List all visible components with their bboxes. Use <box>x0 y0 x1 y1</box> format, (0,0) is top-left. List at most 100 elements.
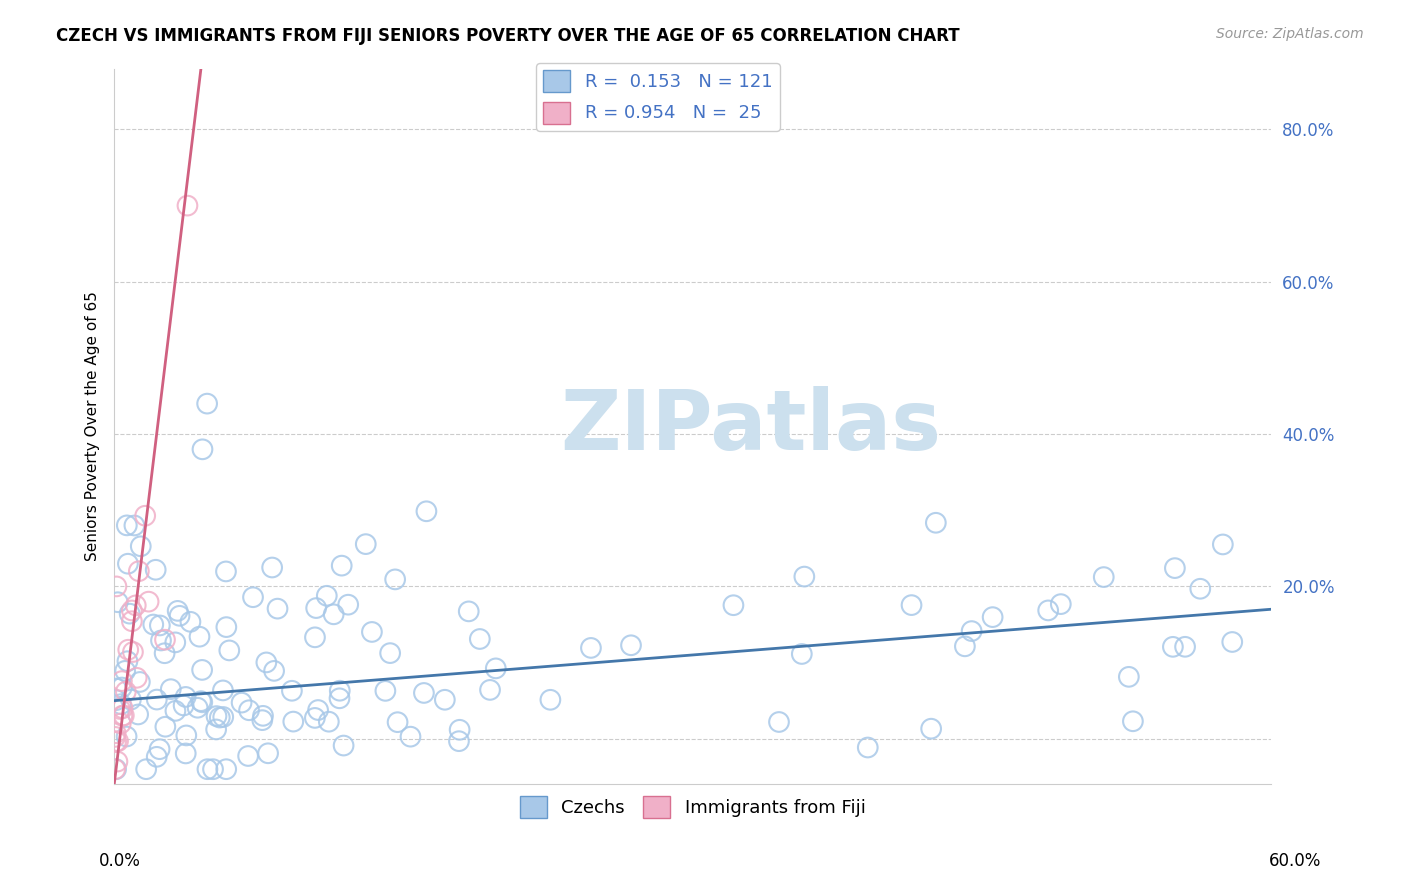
Point <box>304 630 326 644</box>
Point <box>105 693 128 707</box>
Point <box>122 645 145 659</box>
Point <box>215 762 238 776</box>
Y-axis label: Seniors Poverty Over the Age of 65: Seniors Poverty Over the Age of 65 <box>86 292 100 561</box>
Point <box>174 728 197 742</box>
Text: 60.0%: 60.0% <box>1270 852 1322 870</box>
Point <box>166 604 188 618</box>
Point <box>322 607 344 622</box>
Point <box>125 599 148 613</box>
Point <box>153 646 176 660</box>
Point <box>384 573 406 587</box>
Point <box>337 598 360 612</box>
Point <box>266 601 288 615</box>
Point <box>191 695 214 709</box>
Point <box>165 704 187 718</box>
Text: 0.0%: 0.0% <box>98 852 141 870</box>
Point <box>111 701 134 715</box>
Point <box>208 710 231 724</box>
Point <box>173 698 195 713</box>
Point <box>304 711 326 725</box>
Point <box>1220 635 1243 649</box>
Point <box>187 700 209 714</box>
Point <box>374 684 396 698</box>
Point <box>117 642 139 657</box>
Point <box>212 710 235 724</box>
Point <box>1092 570 1115 584</box>
Point <box>105 681 128 696</box>
Point <box>468 632 491 646</box>
Point <box>723 598 745 612</box>
Point <box>231 696 253 710</box>
Point <box>252 709 274 723</box>
Point <box>111 674 134 689</box>
Point <box>399 730 422 744</box>
Point <box>242 591 264 605</box>
Point <box>128 675 150 690</box>
Point <box>330 558 353 573</box>
Point <box>197 762 219 776</box>
Point <box>114 664 136 678</box>
Text: Source: ZipAtlas.com: Source: ZipAtlas.com <box>1216 27 1364 41</box>
Point <box>1118 670 1140 684</box>
Point <box>111 681 134 695</box>
Point <box>104 726 127 740</box>
Point <box>307 703 329 717</box>
Point <box>329 683 352 698</box>
Point <box>134 508 156 523</box>
Point <box>920 722 942 736</box>
Point <box>215 620 238 634</box>
Point <box>318 714 340 729</box>
Point <box>165 635 187 649</box>
Point <box>433 692 456 706</box>
Point <box>115 730 138 744</box>
Point <box>153 632 176 647</box>
Point <box>202 762 225 776</box>
Point <box>128 564 150 578</box>
Point <box>305 601 328 615</box>
Point <box>190 694 212 708</box>
Point <box>111 708 134 723</box>
Point <box>107 755 129 769</box>
Point <box>145 749 167 764</box>
Point <box>174 690 197 704</box>
Point <box>115 518 138 533</box>
Point <box>104 762 127 776</box>
Point <box>120 692 142 706</box>
Point <box>112 708 135 723</box>
Point <box>146 692 169 706</box>
Point <box>415 504 437 518</box>
Point <box>328 691 350 706</box>
Point <box>768 714 790 729</box>
Point <box>110 716 132 731</box>
Point <box>1164 561 1187 575</box>
Point <box>169 608 191 623</box>
Point <box>117 557 139 571</box>
Point <box>981 610 1004 624</box>
Point <box>236 749 259 764</box>
Point <box>1122 714 1144 729</box>
Point <box>159 682 181 697</box>
Point <box>254 656 277 670</box>
Point <box>620 638 643 652</box>
Point <box>281 683 304 698</box>
Point <box>953 640 976 654</box>
Point <box>127 707 149 722</box>
Point <box>105 762 128 776</box>
Point <box>449 723 471 737</box>
Point <box>856 740 879 755</box>
Point <box>960 624 983 638</box>
Point <box>315 589 337 603</box>
Point <box>218 643 240 657</box>
Point <box>179 615 201 629</box>
Point <box>124 518 146 533</box>
Point <box>457 604 479 618</box>
Point <box>1212 537 1234 551</box>
Point <box>107 595 129 609</box>
Point <box>1174 640 1197 654</box>
Point <box>110 697 132 711</box>
Point <box>108 702 131 716</box>
Point <box>263 664 285 678</box>
Point <box>195 396 218 410</box>
Point <box>149 618 172 632</box>
Point <box>413 686 436 700</box>
